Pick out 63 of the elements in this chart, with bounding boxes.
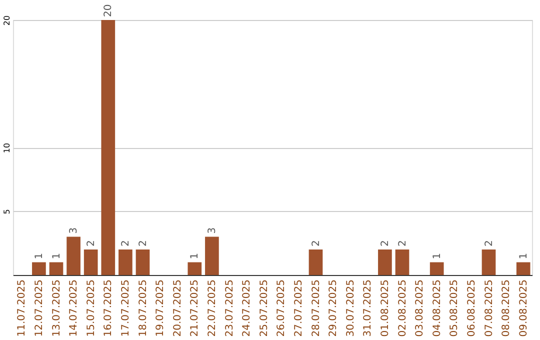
- x-tick-label: 21.07.2025: [190, 280, 201, 337]
- data-label: 2: [120, 240, 132, 246]
- x-tick-label: 18.07.2025: [138, 280, 149, 337]
- bar: [101, 20, 116, 275]
- x-tick-label: 06.08.2025: [466, 280, 478, 337]
- bar: [430, 262, 444, 275]
- x-tick-label: 02.08.2025: [397, 280, 408, 337]
- bar: [118, 250, 132, 275]
- data-label: 1: [34, 252, 45, 260]
- x-tick-label: 25.07.2025: [258, 280, 270, 337]
- x-tick-label: 22.07.2025: [206, 280, 218, 337]
- x-tick-label: 09.08.2025: [518, 280, 530, 337]
- x-tick-label: 20.07.2025: [172, 280, 184, 337]
- data-label: 2: [484, 240, 495, 246]
- data-label: 2: [380, 240, 391, 246]
- data-label: 3: [68, 227, 80, 234]
- bar: [32, 262, 46, 275]
- data-label: 2: [397, 240, 408, 246]
- data-label: 1: [190, 252, 201, 260]
- x-tick-label: 12.07.2025: [34, 280, 45, 337]
- bar: [136, 250, 150, 275]
- x-tick-label: 13.07.2025: [51, 280, 62, 337]
- x-tick-label: 11.07.2025: [16, 280, 28, 337]
- bar: [84, 250, 98, 275]
- x-tick-label: 29.07.2025: [328, 280, 340, 337]
- x-tick-label: 19.07.2025: [155, 280, 166, 337]
- x-tick-label: 07.08.2025: [484, 280, 495, 337]
- x-tick-label: 08.08.2025: [501, 280, 512, 337]
- x-tick-label: 01.08.2025: [380, 280, 391, 337]
- y-tick-label: 5: [2, 209, 12, 214]
- x-tick-label: 17.07.2025: [120, 280, 132, 337]
- bar: [308, 250, 323, 275]
- data-label: 2: [86, 240, 97, 246]
- x-tick-label: 03.08.2025: [414, 280, 426, 337]
- bar: [66, 236, 80, 275]
- bar: [516, 262, 530, 275]
- x-tick-label: 31.07.2025: [362, 280, 374, 337]
- bar: [188, 262, 202, 275]
- data-label: 3: [206, 227, 218, 234]
- x-tick-label: 15.07.2025: [86, 280, 97, 337]
- x-tick-label: 26.07.2025: [276, 280, 288, 337]
- x-tick-label: 05.08.2025: [449, 280, 460, 337]
- x-tick-label: 27.07.2025: [293, 280, 304, 337]
- x-tick-label: 16.07.2025: [103, 280, 114, 337]
- x-tick-label: 28.07.2025: [310, 280, 322, 337]
- bar: [49, 262, 64, 275]
- data-label: 1: [518, 252, 530, 260]
- data-label: 1: [51, 252, 62, 260]
- data-label: 2: [138, 240, 149, 246]
- data-label: 2: [310, 240, 322, 246]
- x-tick-label: 30.07.2025: [345, 280, 356, 337]
- data-label: 20: [103, 4, 114, 17]
- bar: [482, 250, 496, 275]
- data-label: 1: [432, 252, 443, 260]
- bar: [205, 236, 219, 275]
- bar: [378, 250, 392, 275]
- x-tick-label: 14.07.2025: [68, 280, 80, 337]
- x-tick-label: 04.08.2025: [432, 280, 443, 337]
- y-tick-label: 10: [2, 142, 12, 154]
- y-tick-label: 20: [2, 15, 12, 26]
- bar: [395, 250, 410, 275]
- x-tick-label: 23.07.2025: [224, 280, 236, 337]
- x-tick-label: 24.07.2025: [242, 280, 253, 337]
